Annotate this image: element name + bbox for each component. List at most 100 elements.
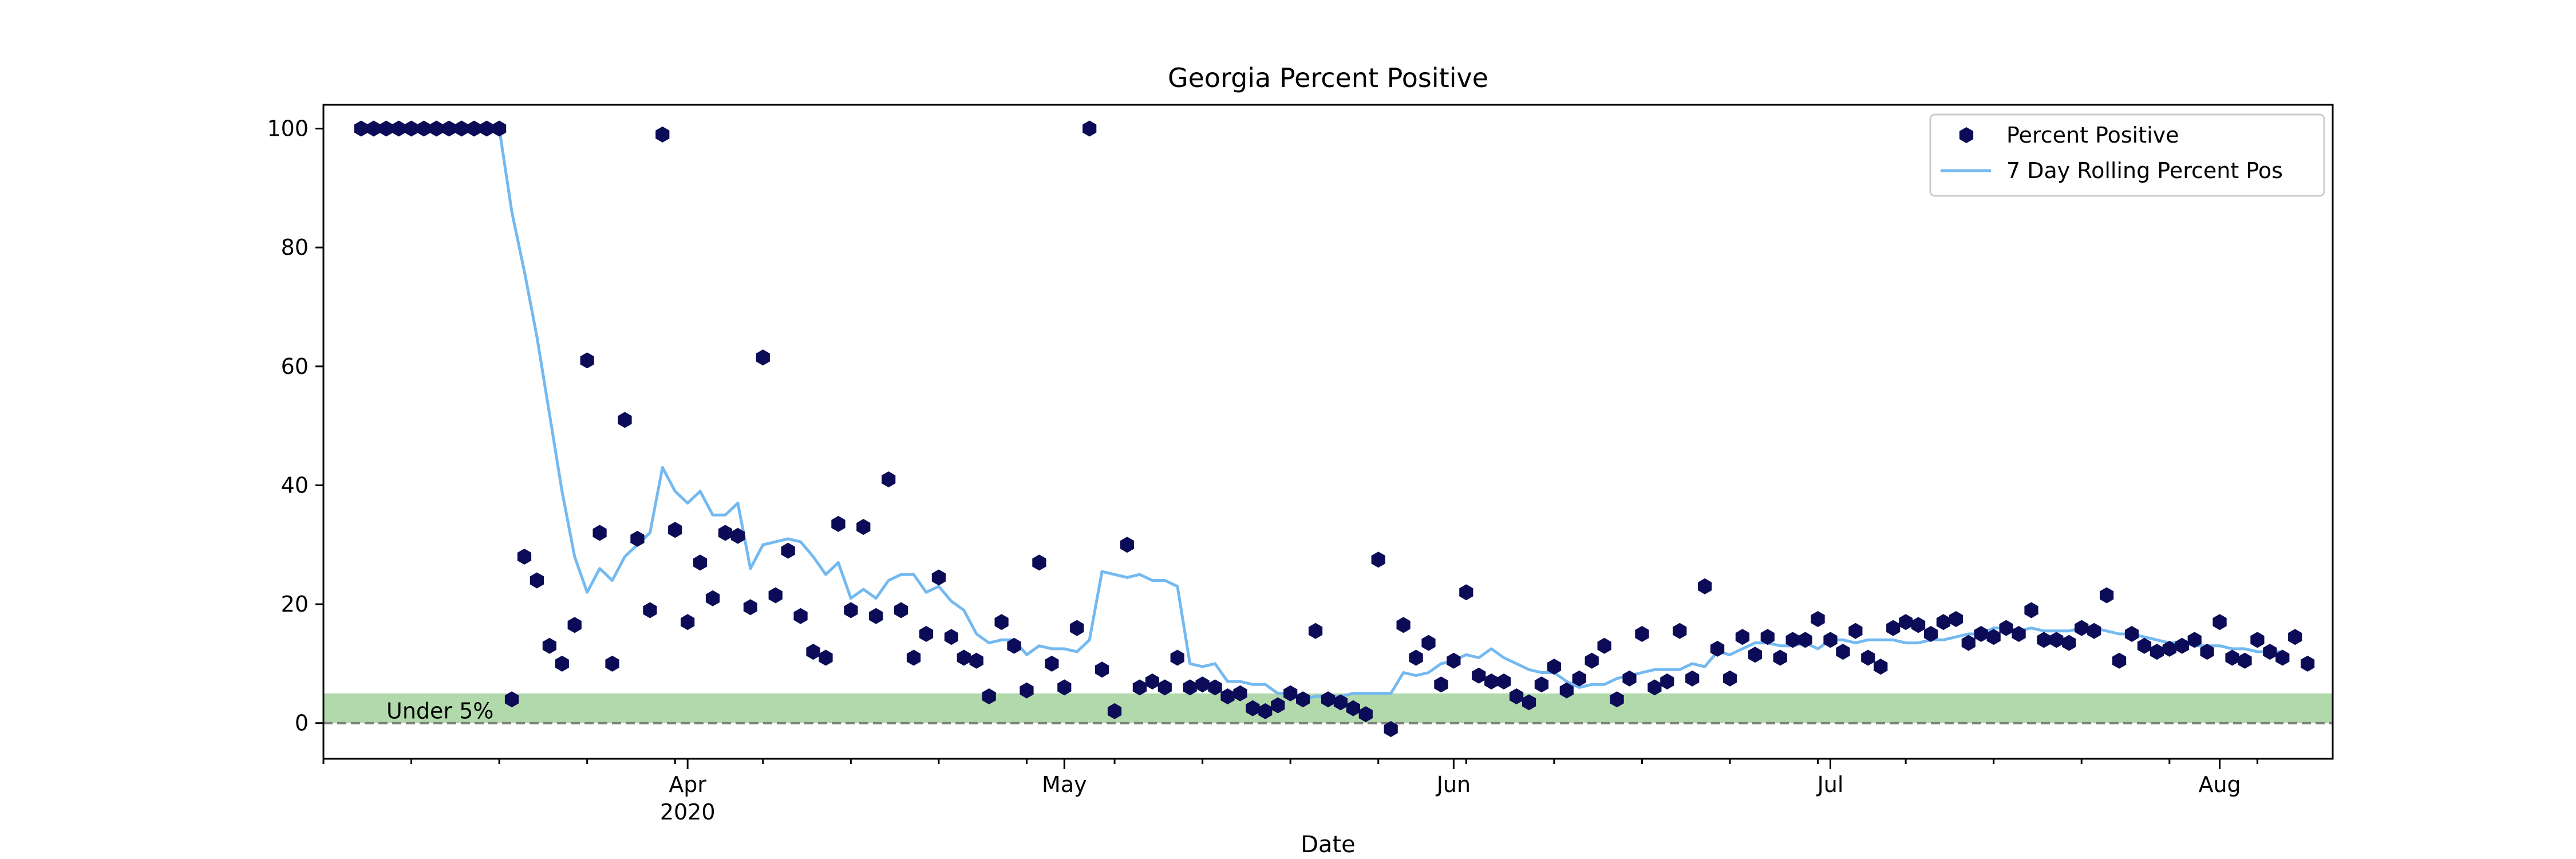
legend-marker-percent-positive	[1959, 127, 1974, 143]
data-point	[2124, 626, 2139, 642]
data-point	[643, 602, 657, 618]
data-point	[1622, 670, 1637, 687]
data-point	[366, 120, 381, 137]
data-point	[417, 120, 431, 137]
data-point	[1673, 622, 1687, 639]
data-point	[1773, 649, 1787, 666]
legend-box	[1929, 113, 2325, 197]
data-point	[1635, 626, 1649, 642]
x-tick-label: Jul	[1816, 772, 1844, 797]
data-point	[1020, 682, 1034, 699]
data-point	[2112, 652, 2127, 669]
data-point	[1183, 679, 1197, 696]
data-point	[1974, 626, 1988, 642]
data-point	[1170, 649, 1184, 666]
chart-title: Georgia Percent Positive	[1168, 62, 1488, 93]
data-point	[1371, 551, 1385, 568]
data-point	[1421, 635, 1436, 651]
data-point	[2037, 632, 2051, 648]
data-point	[1120, 537, 1135, 553]
data-point	[1057, 679, 1072, 696]
under-5-percent-label: Under 5%	[386, 699, 493, 724]
data-point	[2250, 632, 2265, 648]
data-point	[705, 590, 720, 606]
data-point	[1409, 649, 1423, 666]
data-point	[718, 525, 733, 541]
data-point	[2288, 629, 2302, 645]
data-point	[1698, 578, 1712, 594]
data-point	[467, 120, 481, 137]
data-point	[429, 120, 444, 137]
x-tick-label: Jun	[1436, 772, 1471, 797]
legend-label-percent-positive: Percent Positive	[2006, 123, 2179, 148]
data-point	[1509, 688, 1524, 704]
y-tick-label: 0	[295, 711, 309, 736]
data-point	[894, 602, 908, 618]
data-point	[1949, 611, 1963, 627]
data-point	[517, 549, 532, 565]
data-point	[982, 688, 996, 704]
data-point	[1346, 700, 1360, 716]
data-point	[1258, 703, 1273, 719]
data-point	[2075, 620, 2089, 636]
data-point	[1095, 661, 1109, 678]
data-point	[1195, 676, 1210, 693]
data-point	[1233, 685, 1247, 702]
data-point	[1547, 659, 1561, 675]
data-point	[969, 652, 983, 669]
data-point	[906, 649, 921, 666]
data-point	[693, 554, 708, 571]
data-point	[806, 644, 820, 660]
data-point	[819, 649, 833, 666]
data-point	[404, 120, 418, 137]
data-point	[1748, 647, 1762, 663]
data-point	[856, 519, 871, 535]
data-point	[1710, 640, 1725, 657]
data-point	[1396, 617, 1411, 633]
data-point	[1271, 697, 1285, 714]
data-point	[1823, 632, 1838, 648]
data-point	[2137, 637, 2152, 654]
data-point	[1283, 685, 1298, 702]
plot-frame	[322, 104, 2334, 760]
data-point	[1936, 614, 1951, 631]
data-point	[1811, 611, 1825, 627]
data-point	[1220, 688, 1235, 704]
scatter-points-layer	[354, 120, 2315, 738]
data-point	[1874, 659, 1888, 675]
data-point	[869, 608, 883, 624]
data-point	[1923, 626, 1938, 642]
data-point	[1045, 655, 1059, 672]
data-point	[1333, 694, 1348, 711]
data-point	[504, 691, 519, 708]
data-point	[1070, 620, 1084, 636]
data-point	[1459, 584, 1473, 601]
data-point	[1585, 652, 1599, 669]
x-tick-label: Apr	[669, 772, 706, 797]
data-point	[1208, 679, 1222, 696]
y-tick-label: 100	[267, 116, 309, 141]
data-point	[931, 569, 946, 586]
data-point	[882, 471, 896, 488]
data-point	[379, 120, 393, 137]
data-point	[1798, 632, 1812, 648]
data-point	[844, 602, 858, 618]
data-point	[1999, 620, 2013, 636]
data-point	[442, 120, 456, 137]
data-point	[2012, 626, 2026, 642]
y-tick-label: 20	[281, 592, 309, 617]
data-point	[957, 649, 971, 666]
data-point	[2301, 655, 2315, 672]
data-point	[681, 614, 695, 631]
data-point	[630, 530, 645, 547]
data-point	[1434, 676, 1448, 693]
data-point	[1899, 614, 1913, 631]
data-point	[2175, 637, 2189, 654]
data-point	[1296, 691, 1310, 708]
data-point	[2150, 644, 2164, 660]
data-point	[1358, 706, 1373, 723]
data-point	[2225, 649, 2239, 666]
data-point	[655, 126, 670, 143]
data-point	[1760, 629, 1775, 645]
